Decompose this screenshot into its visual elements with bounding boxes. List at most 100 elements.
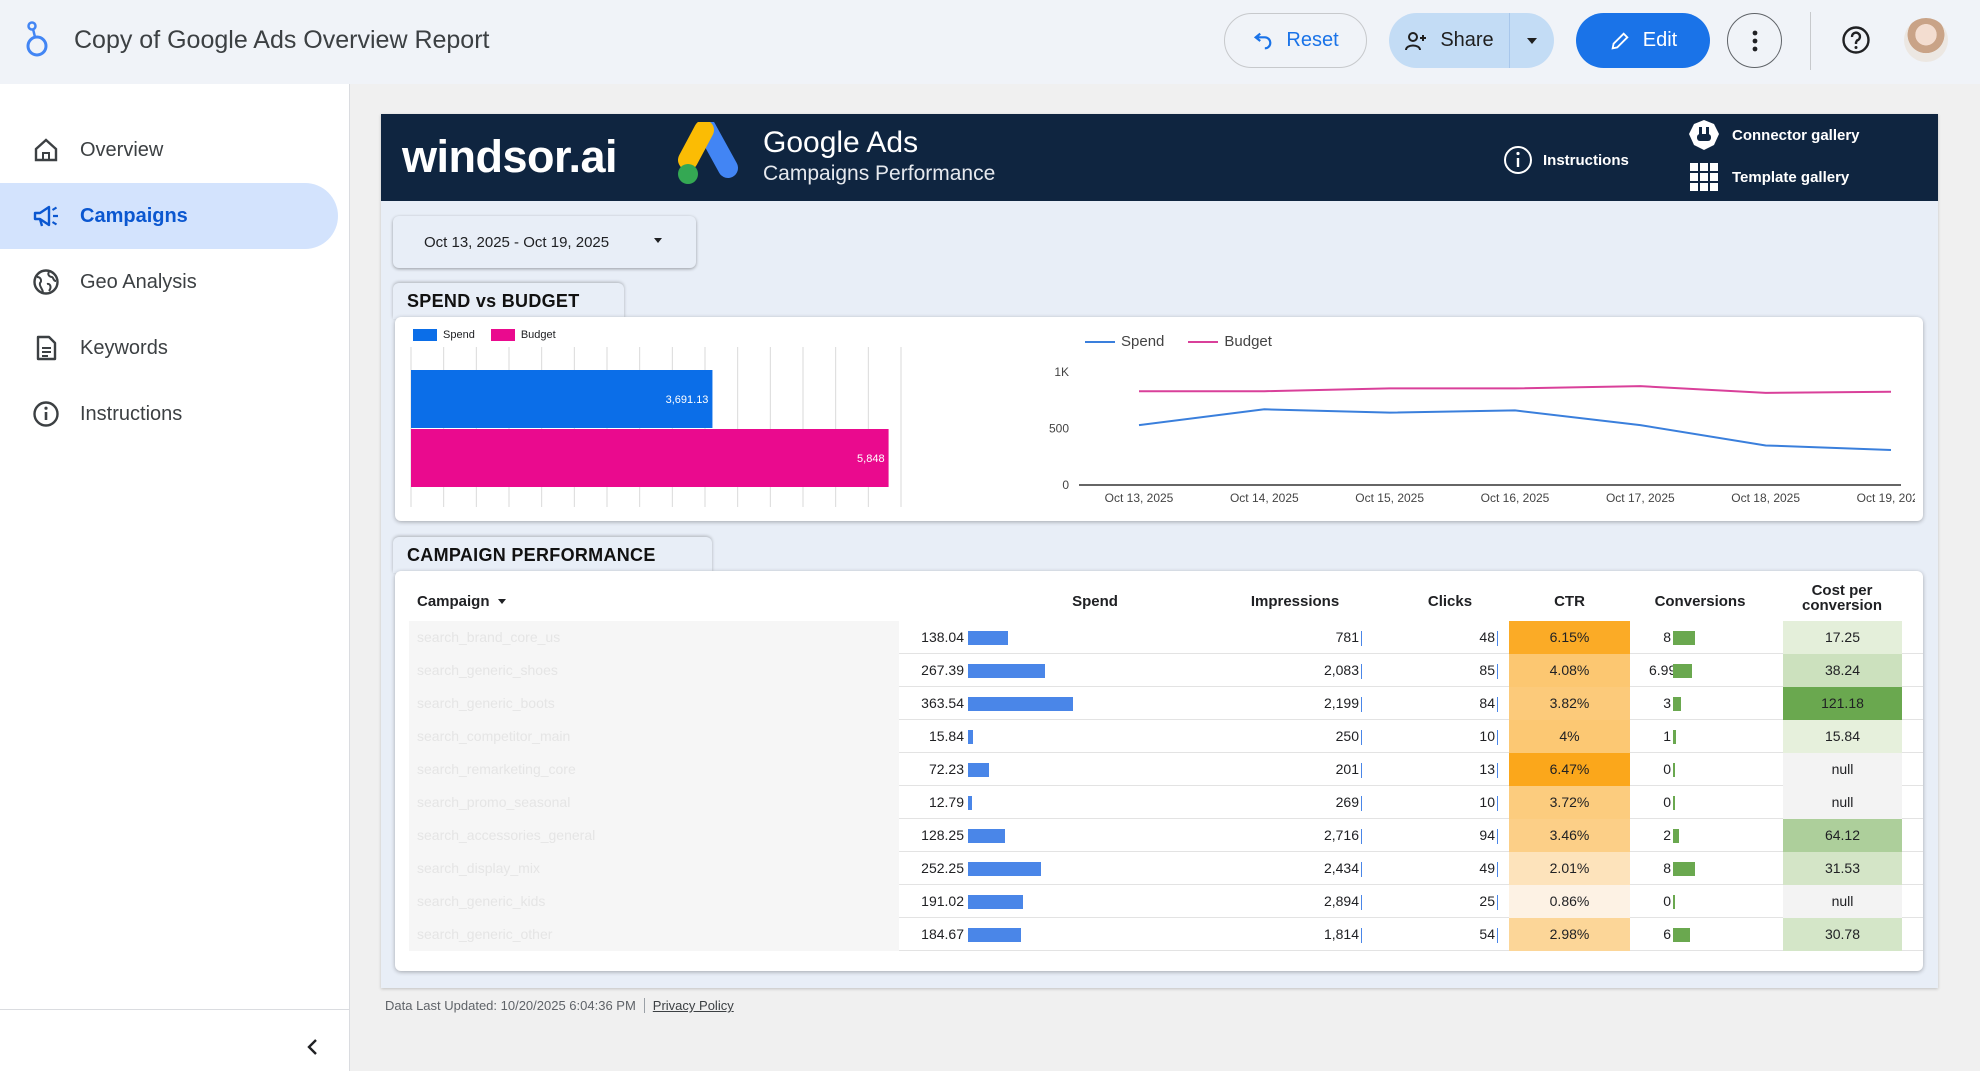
share-label: Share: [1440, 29, 1494, 51]
y-tick-label: 0: [1062, 478, 1069, 492]
instructions-link[interactable]: Instructions: [1503, 145, 1629, 175]
info-icon: [33, 401, 59, 427]
ctr-value: 2.98%: [1509, 918, 1630, 951]
edit-button[interactable]: Edit: [1576, 13, 1710, 68]
account-avatar[interactable]: [1904, 18, 1948, 62]
legend-label: Spend: [443, 329, 475, 341]
info-icon: [1504, 146, 1532, 174]
legend-swatch-spend: [1085, 341, 1115, 344]
campaign-name[interactable]: search_generic_boots: [409, 687, 899, 720]
brand-logo[interactable]: windsor.ai: [402, 131, 618, 182]
conversions-bar: [1673, 763, 1675, 777]
impressions-value: 2,716: [1323, 827, 1359, 843]
conversions-column-header[interactable]: Conversions: [1654, 593, 1746, 610]
document-icon: [36, 335, 57, 361]
connector-gallery-link[interactable]: Connector gallery: [1686, 118, 1860, 152]
last-updated-text: Data Last Updated: 10/20/2025 6:04:36 PM: [385, 998, 636, 1013]
report-banner: windsor.ai Google Ads Campaigns Performa…: [381, 114, 1938, 201]
edit-label: Edit: [1642, 29, 1678, 51]
clicks-bar: [1497, 664, 1498, 679]
campaign-name[interactable]: search_remarketing_core: [409, 753, 899, 786]
impressions-value: 2,083: [1323, 662, 1359, 678]
sidebar-item-geo-analysis[interactable]: Geo Analysis: [0, 249, 338, 315]
table-row[interactable]: search_brand_core_us 138.04 781 48 6.15% 8 17.…: [409, 621, 1923, 654]
conversions-bar: [1673, 895, 1675, 909]
table-row[interactable]: search_generic_boots 363.54 2,199 84 3.82% 3 1…: [409, 687, 1923, 720]
line-spend[interactable]: [1138, 408, 1892, 451]
instructions-label: Instructions: [1543, 151, 1629, 169]
table-row[interactable]: search_display_mix 252.25 2,434 49 2.01% 8 31.…: [409, 852, 1923, 885]
conversions-value: 0: [1663, 761, 1671, 777]
spend-bar: [968, 631, 1008, 645]
clicks-value: 49: [1479, 860, 1495, 876]
ctr-value: 3.82%: [1509, 687, 1630, 720]
sidebar-item-overview[interactable]: Overview: [0, 117, 338, 183]
bar-spend[interactable]: [411, 370, 713, 428]
home-icon: [34, 138, 58, 162]
cost-per-conversion-column-header[interactable]: Cost per conversion: [1801, 582, 1883, 614]
spend-bar: [968, 664, 1046, 678]
impressions-column-header[interactable]: Impressions: [1250, 593, 1340, 610]
share-dropdown[interactable]: [1510, 13, 1554, 68]
clicks-value: 10: [1479, 794, 1495, 810]
sidebar-item-campaigns[interactable]: Campaigns: [0, 183, 338, 249]
impressions-value: 1,814: [1323, 926, 1359, 942]
share-main[interactable]: Share: [1389, 13, 1510, 68]
line-budget[interactable]: [1139, 385, 1892, 394]
help-button[interactable]: [1836, 20, 1876, 60]
footer: Data Last Updated: 10/20/2025 6:04:36 PM…: [385, 998, 734, 1013]
campaign-name[interactable]: search_promo_seasonal: [409, 786, 899, 819]
spend-budget-line-chart: 1K 500 0 Oct 13, 2025 Oct 14, 2025 Oct 15, 20…: [1049, 365, 1915, 505]
template-gallery-link[interactable]: Template gallery: [1686, 162, 1849, 192]
campaign-column-header[interactable]: Campaign: [417, 593, 506, 610]
spend-value: 12.79: [928, 794, 964, 810]
campaign-name[interactable]: search_generic_kids: [409, 885, 899, 918]
campaign-name[interactable]: search_brand_core_us: [409, 621, 899, 654]
looker-studio-logo-icon[interactable]: [20, 20, 52, 60]
sidebar-item-instructions[interactable]: Instructions: [0, 381, 338, 447]
table-row[interactable]: search_accessories_general 128.25 2,716 94 3…: [409, 819, 1923, 852]
spend-value: 138.04: [921, 629, 964, 645]
campaign-name[interactable]: search_generic_shoes: [409, 654, 899, 687]
bar-legend: Spend Budget: [413, 329, 556, 342]
ctr-column-header[interactable]: CTR: [1554, 593, 1585, 610]
clicks-column-header[interactable]: Clicks: [1427, 593, 1473, 610]
sidebar-item-keywords[interactable]: Keywords: [0, 315, 338, 381]
campaign-name[interactable]: search_competitor_main: [409, 720, 899, 753]
campaign-name[interactable]: search_accessories_general: [409, 819, 899, 852]
ctr-value: 2.01%: [1509, 852, 1630, 885]
collapse-sidebar-icon[interactable]: [300, 1034, 326, 1060]
ctr-value: 3.72%: [1509, 786, 1630, 819]
clicks-value: 10: [1479, 728, 1495, 744]
spend-bar: [968, 763, 989, 777]
campaign-name[interactable]: search_generic_other: [409, 918, 899, 951]
impressions-value: 2,434: [1323, 860, 1359, 876]
privacy-policy-link[interactable]: Privacy Policy: [652, 998, 734, 1013]
spend-value: 191.02: [921, 893, 964, 909]
campaign-name[interactable]: search_display_mix: [409, 852, 899, 885]
spend-bar: [968, 796, 972, 810]
table-row[interactable]: search_remarketing_core 72.23 201 13 6.47% 0 n…: [409, 753, 1923, 786]
more-options-button[interactable]: [1727, 13, 1782, 68]
bar-budget[interactable]: [411, 429, 889, 487]
report-canvas: windsor.ai Google Ads Campaigns Performa…: [381, 114, 1938, 988]
cost-per-conversion-value: 31.53: [1783, 852, 1902, 885]
date-range-picker[interactable]: Oct 13, 2025 - Oct 19, 2025: [393, 216, 696, 268]
table-row[interactable]: search_competitor_main 15.84 250 10 4% 1 15.84: [409, 720, 1923, 753]
reset-button[interactable]: Reset: [1224, 13, 1367, 68]
sidebar-item-label: Geo Analysis: [80, 270, 197, 293]
table-row[interactable]: search_generic_shoes 267.39 2,083 85 4.08% 6.…: [409, 654, 1923, 687]
spend-column-header[interactable]: Spend: [1072, 593, 1118, 610]
clicks-bar: [1497, 928, 1498, 943]
table-row[interactable]: search_generic_other 184.67 1,814 54 2.98% 6 3…: [409, 918, 1923, 951]
campaign-performance-title: CAMPAIGN PERFORMANCE: [393, 537, 712, 573]
clicks-value: 48: [1479, 629, 1495, 645]
spend-bar: [968, 862, 1041, 876]
caret-down-icon: [1527, 37, 1537, 44]
table-row[interactable]: search_generic_kids 191.02 2,894 25 0.86% 0 nu…: [409, 885, 1923, 918]
share-button[interactable]: Share: [1389, 13, 1554, 68]
report-title[interactable]: Copy of Google Ads Overview Report: [74, 26, 490, 54]
banner-subtitle: Campaigns Performance: [763, 162, 996, 185]
table-row[interactable]: search_promo_seasonal 12.79 269 10 3.72% 0 nul…: [409, 786, 1923, 819]
impressions-bar: [1361, 928, 1362, 943]
